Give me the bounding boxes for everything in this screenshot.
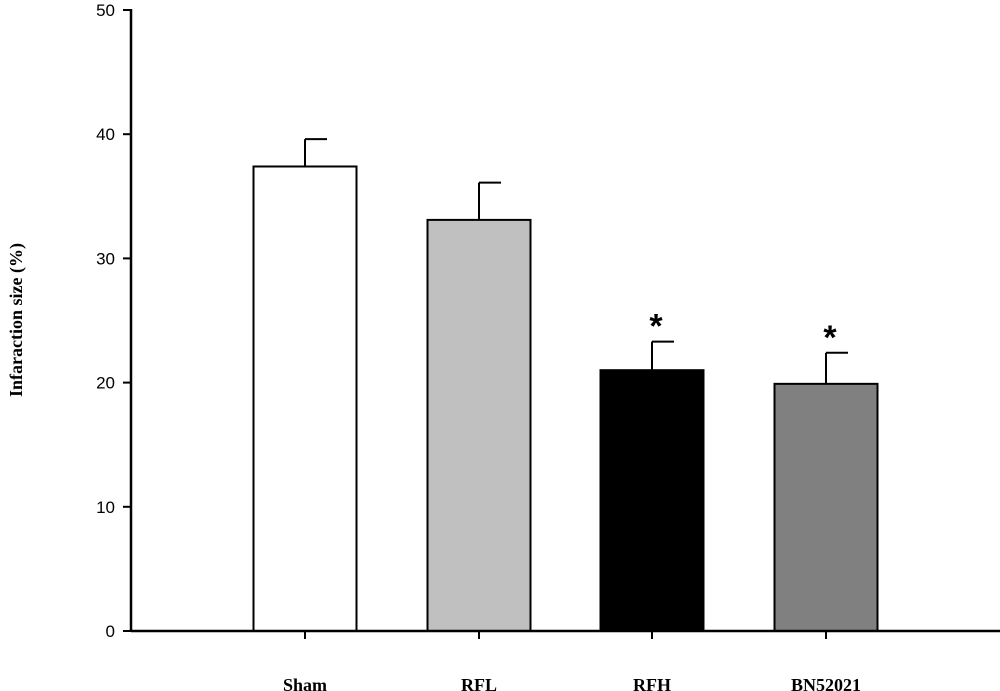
x-tick-label: RFL xyxy=(461,675,497,691)
y-tick-label: 50 xyxy=(96,1,115,20)
bar-sham xyxy=(252,165,358,632)
bar-bn52021 xyxy=(773,382,879,633)
y-tick-label: 10 xyxy=(96,498,115,517)
significance-marker: * xyxy=(649,308,663,346)
x-tick-label: BN52021 xyxy=(791,675,861,691)
bar-rfl xyxy=(426,218,532,632)
bar-rfh xyxy=(599,369,705,632)
y-tick-label: 20 xyxy=(96,374,115,393)
significance-marker: * xyxy=(823,319,837,357)
x-tick-label: RFH xyxy=(633,675,671,691)
y-axis-label: Infaraction size (%) xyxy=(6,243,27,397)
x-tick-label: Sham xyxy=(283,675,327,691)
y-tick-label: 0 xyxy=(106,622,115,641)
y-tick-label: 40 xyxy=(96,125,115,144)
y-tick-label: 30 xyxy=(96,249,115,268)
